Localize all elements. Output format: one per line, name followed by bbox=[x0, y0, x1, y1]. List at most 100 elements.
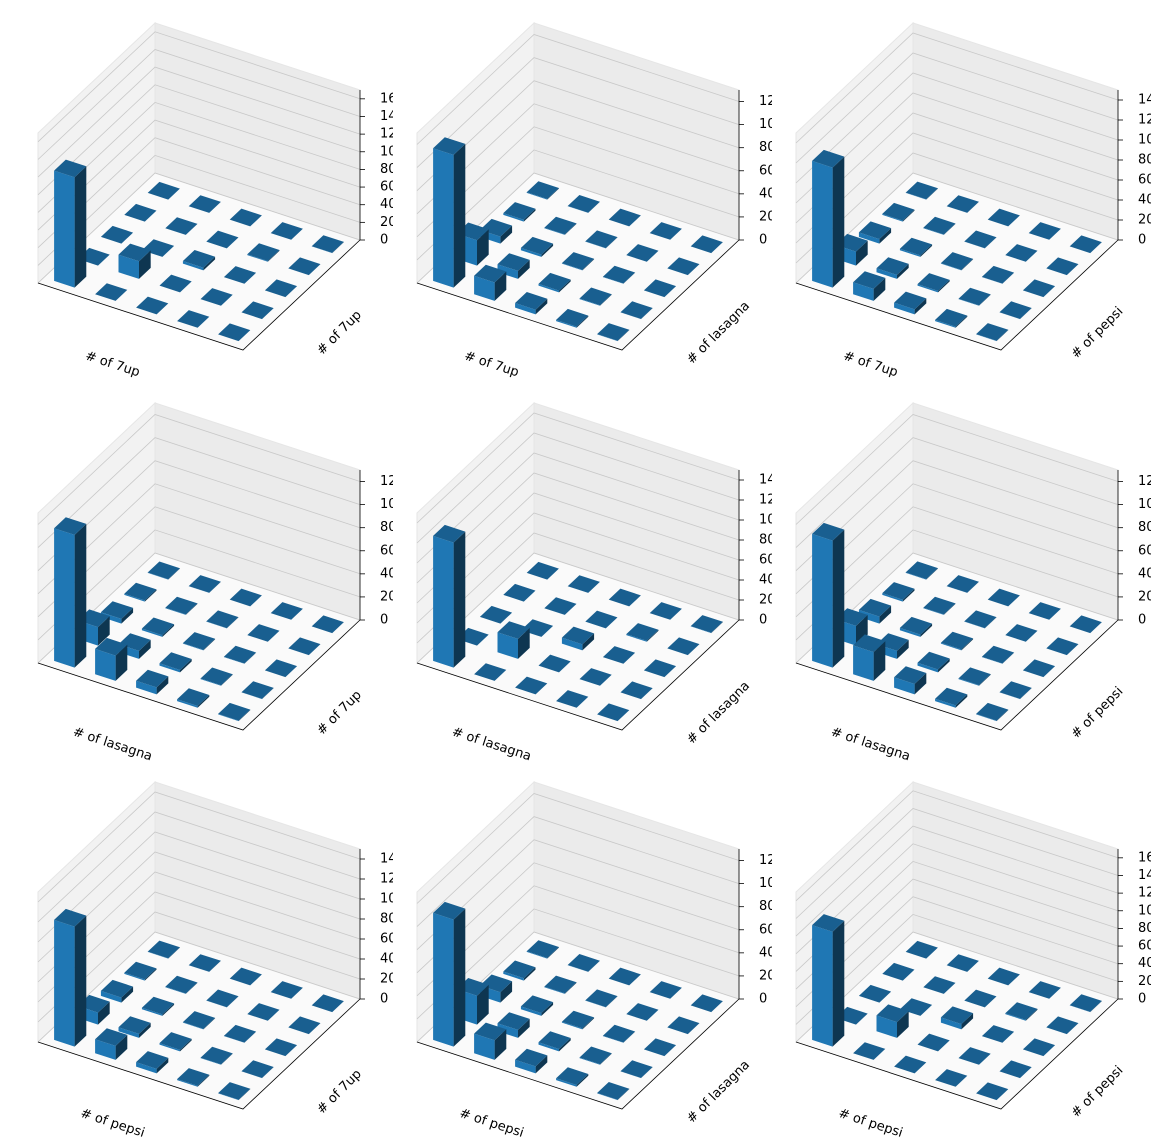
bar-top bbox=[999, 681, 1032, 699]
bar bbox=[538, 1031, 571, 1052]
bar bbox=[177, 688, 210, 708]
bar bbox=[165, 596, 198, 615]
z-tick-label: 600 bbox=[1138, 939, 1163, 954]
bar-top bbox=[1022, 659, 1056, 678]
bar bbox=[667, 257, 700, 276]
bar bbox=[270, 981, 303, 999]
bar-front bbox=[526, 951, 548, 959]
bar-top bbox=[165, 596, 198, 615]
bar bbox=[1028, 222, 1061, 240]
bar bbox=[976, 1082, 1009, 1101]
bar bbox=[229, 208, 262, 227]
grid-line bbox=[416, 452, 740, 564]
bar-side bbox=[121, 986, 134, 1003]
grid-line bbox=[795, 843, 1119, 955]
bar bbox=[1069, 994, 1102, 1013]
bar bbox=[247, 624, 280, 642]
bar bbox=[241, 681, 274, 700]
bar-front bbox=[620, 312, 641, 320]
bar-top bbox=[159, 1032, 192, 1050]
bar-front bbox=[894, 677, 915, 695]
bar-top bbox=[987, 588, 1020, 607]
bar bbox=[544, 597, 577, 615]
bar-top bbox=[136, 296, 169, 315]
bar-front bbox=[917, 284, 938, 293]
bar bbox=[923, 976, 956, 994]
bar bbox=[899, 237, 933, 257]
bar bbox=[935, 308, 968, 328]
bar bbox=[433, 901, 466, 1047]
bar-top bbox=[270, 602, 303, 620]
bar-top bbox=[165, 975, 198, 994]
bar-top bbox=[882, 962, 915, 981]
bar bbox=[556, 308, 589, 328]
bar-front bbox=[917, 662, 938, 673]
bar-top bbox=[690, 235, 723, 254]
bar-top bbox=[602, 646, 636, 664]
bar-top bbox=[247, 1003, 280, 1021]
bar-front bbox=[579, 1057, 600, 1065]
z-tick-label: 800 bbox=[1138, 921, 1163, 936]
bar bbox=[206, 989, 239, 1008]
z-tick-label: 1400 bbox=[380, 109, 413, 124]
bar bbox=[917, 1033, 950, 1052]
bar-front bbox=[940, 263, 962, 271]
bar-top bbox=[497, 621, 530, 639]
bar-top bbox=[905, 561, 938, 580]
bar-front bbox=[124, 972, 145, 981]
bar bbox=[690, 615, 723, 634]
bar-top bbox=[946, 195, 979, 213]
bar bbox=[882, 962, 915, 981]
bar-top bbox=[270, 981, 303, 999]
bar-side bbox=[500, 981, 513, 1003]
bar-side bbox=[559, 279, 571, 293]
bar bbox=[958, 1047, 991, 1065]
bar-side bbox=[879, 605, 892, 624]
bar-top bbox=[853, 1042, 886, 1060]
bar-top bbox=[917, 273, 950, 291]
bar-top bbox=[876, 257, 909, 275]
bar-front bbox=[497, 632, 518, 659]
bar-top bbox=[526, 181, 559, 199]
bar-top bbox=[526, 561, 559, 580]
bar-side bbox=[156, 1057, 169, 1074]
bar-top bbox=[124, 961, 157, 980]
bar bbox=[1046, 1016, 1079, 1035]
bar-front bbox=[497, 1023, 518, 1038]
bar bbox=[218, 1082, 251, 1101]
grid-line bbox=[795, 32, 1119, 144]
bar bbox=[264, 1038, 298, 1057]
bar-top bbox=[247, 243, 280, 261]
bar-top bbox=[526, 940, 559, 958]
bar bbox=[649, 602, 682, 620]
bar bbox=[177, 1068, 210, 1087]
bar-top bbox=[812, 149, 845, 168]
bar-front bbox=[247, 254, 268, 262]
bar-top bbox=[981, 1025, 1015, 1043]
bar-side bbox=[832, 920, 845, 1047]
bar bbox=[1046, 637, 1079, 656]
bar-side bbox=[168, 947, 180, 959]
bar-top bbox=[288, 637, 321, 656]
bar-side bbox=[914, 298, 927, 315]
bar bbox=[626, 1003, 659, 1021]
x-axis-label: # of pepsi bbox=[837, 1106, 905, 1141]
bar bbox=[946, 195, 979, 213]
bar-side bbox=[238, 709, 251, 722]
bar bbox=[124, 582, 157, 602]
bar-side bbox=[623, 272, 636, 284]
bar-top bbox=[474, 663, 507, 681]
bar-top bbox=[54, 517, 87, 535]
bar bbox=[964, 230, 997, 249]
bar bbox=[544, 216, 577, 235]
bar-top bbox=[177, 310, 210, 328]
bar-top bbox=[853, 271, 886, 289]
bar-side bbox=[897, 639, 909, 659]
bar bbox=[100, 601, 134, 624]
grid-line bbox=[795, 790, 1119, 902]
subplot: 0 200 400 600 800 1000 1200 1400 # of lasagna # o… bbox=[416, 401, 772, 763]
bar-side bbox=[984, 617, 997, 629]
bar-top bbox=[958, 667, 991, 686]
z-tick-label: 400 bbox=[380, 952, 405, 967]
